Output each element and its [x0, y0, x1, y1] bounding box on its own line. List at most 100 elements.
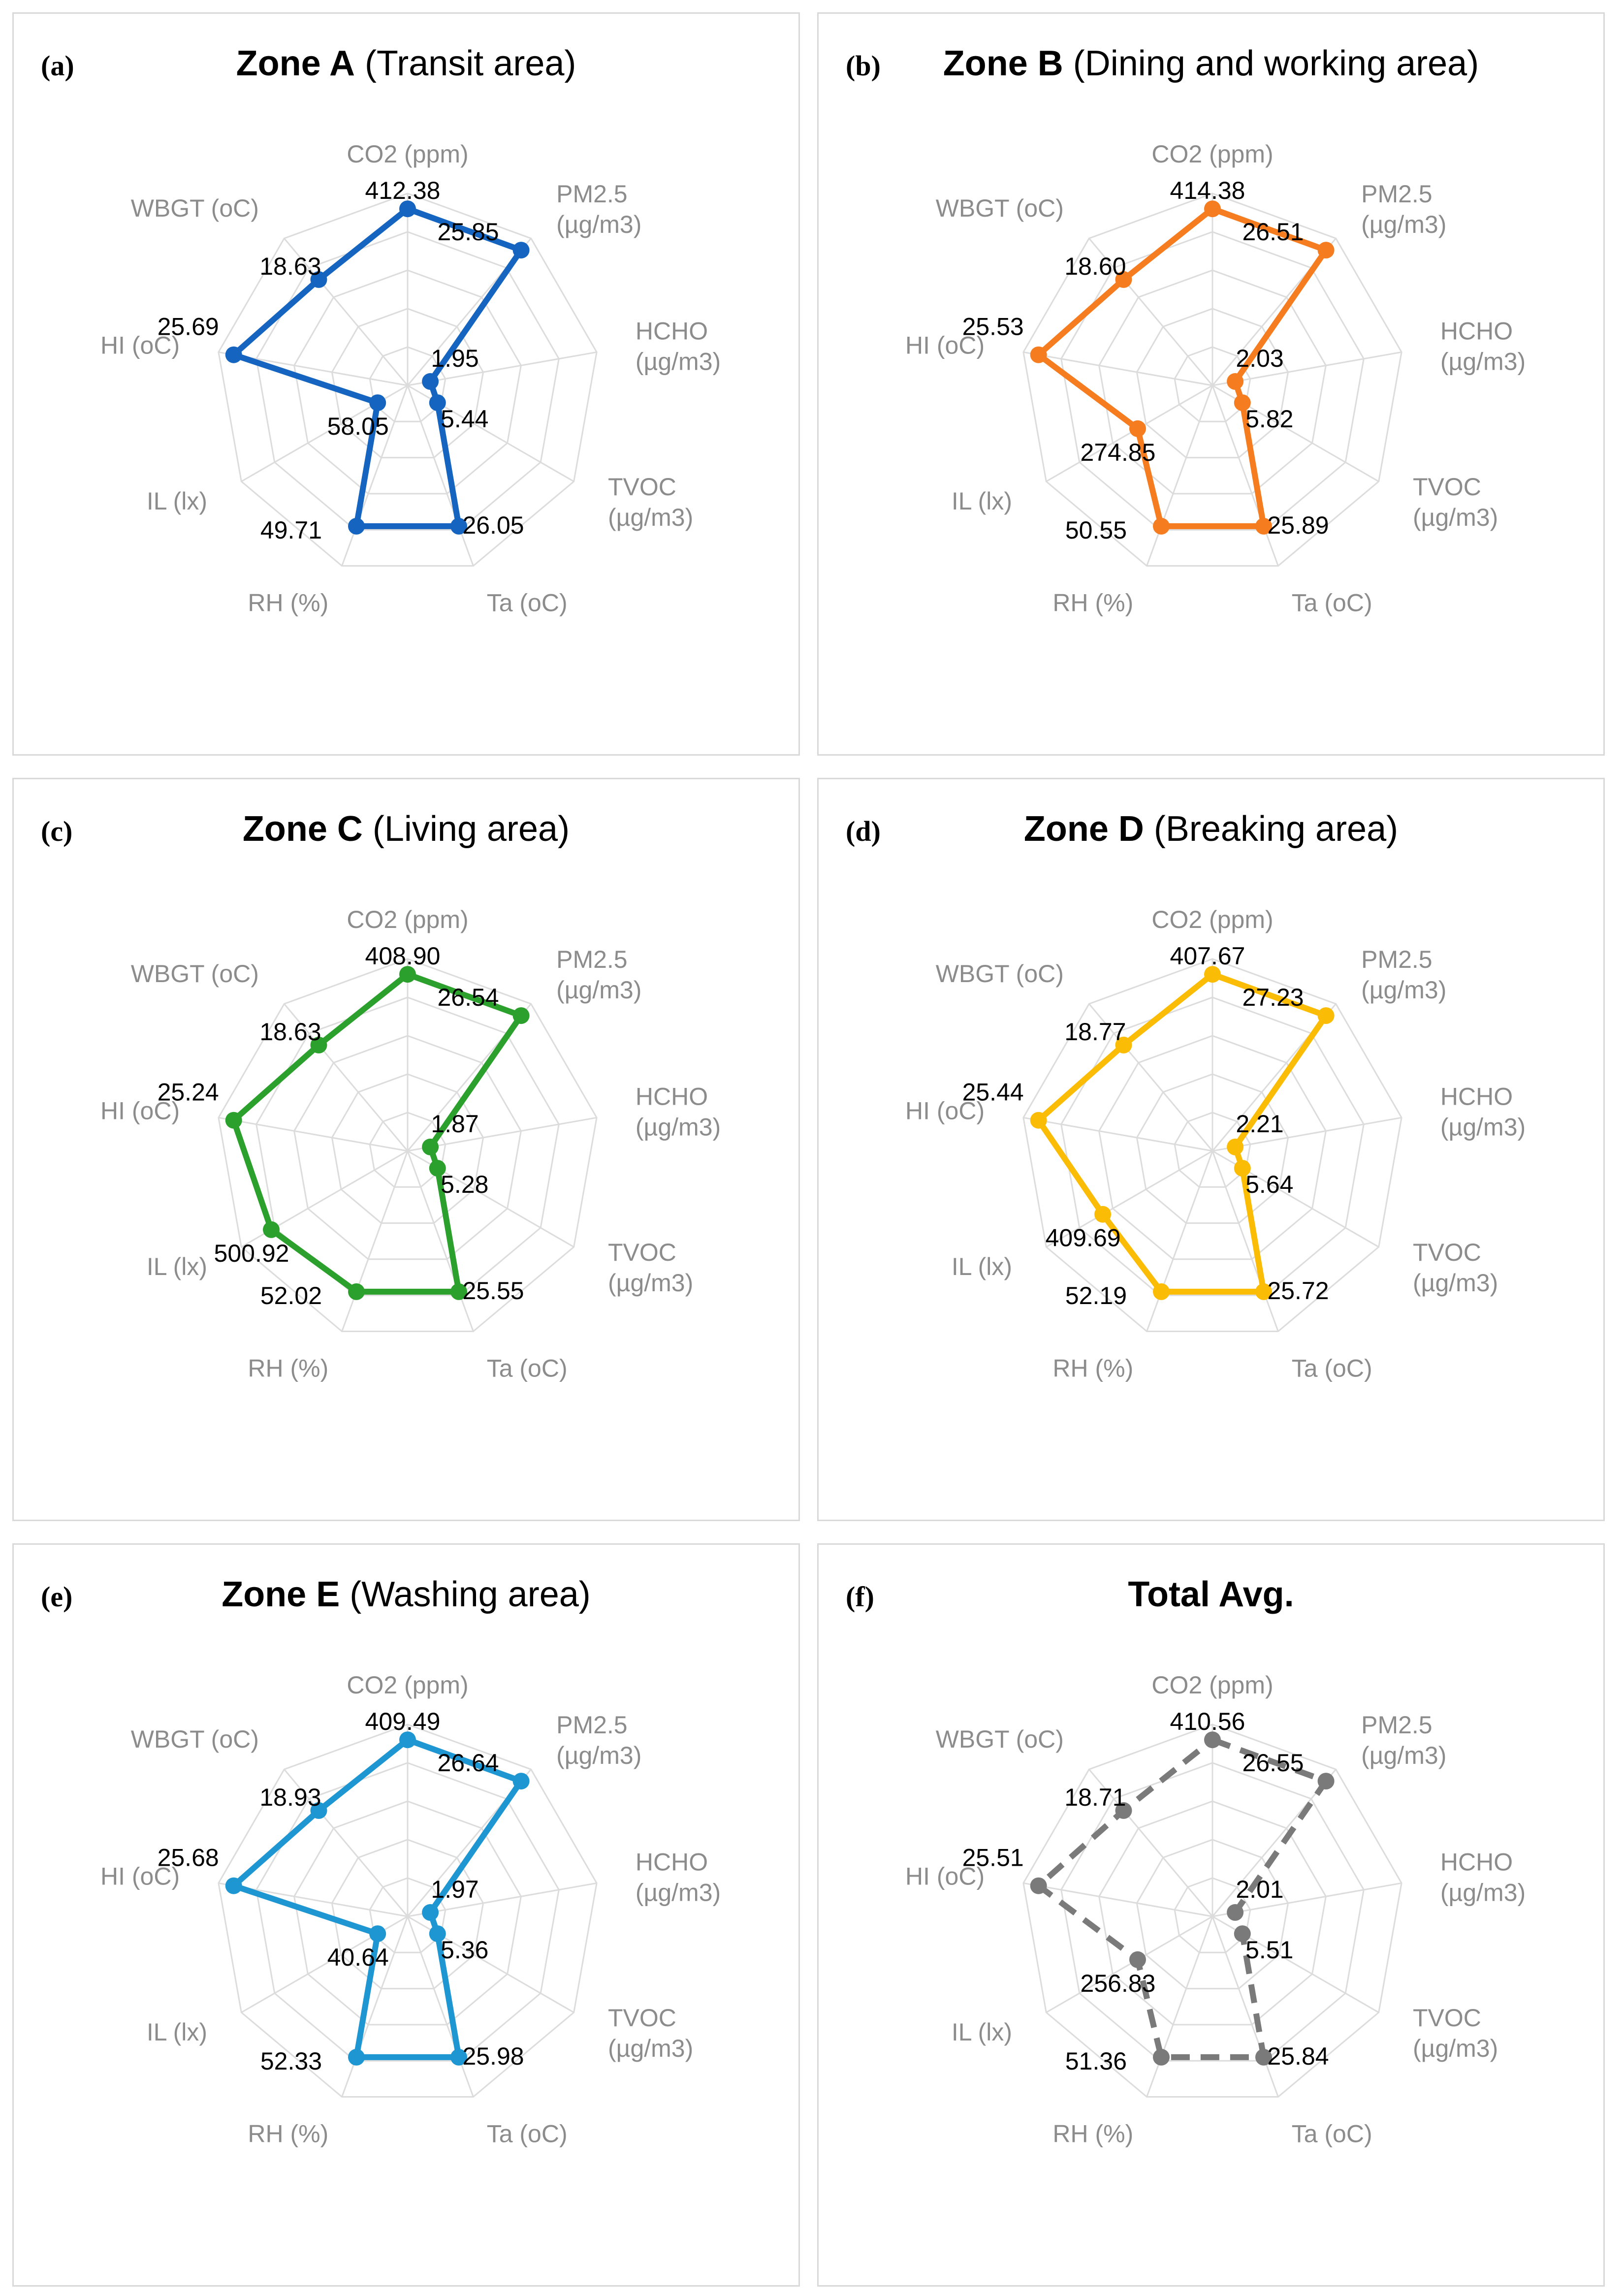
- axis-label: RH (%): [1052, 2120, 1133, 2148]
- axis-label: TVOC (µg/m3): [1413, 473, 1498, 531]
- grid-spoke: [284, 1003, 409, 1151]
- axis-label: WBGT (oC): [936, 960, 1064, 988]
- axis-label: HI (oC): [100, 1097, 180, 1124]
- data-point: [1317, 1773, 1335, 1790]
- data-point: [399, 966, 416, 983]
- data-label: 58.05: [327, 413, 389, 440]
- data-label: 25.44: [962, 1079, 1024, 1106]
- axis-label: Ta (oC): [1292, 1355, 1372, 1382]
- data-label: 18.93: [259, 1784, 321, 1811]
- data-label: 26.51: [1242, 218, 1304, 246]
- data-label: 1.97: [431, 1876, 478, 1903]
- axis-label: Ta (oC): [487, 1355, 568, 1382]
- data-label: 52.02: [260, 1282, 322, 1309]
- grid-ring: [1060, 1762, 1365, 2062]
- data-point: [422, 373, 439, 390]
- data-label: 500.92: [214, 1240, 289, 1267]
- chart-title-bold: Zone E: [222, 1575, 340, 1614]
- radar-grid: [218, 1723, 598, 2098]
- axis-label: IL (lx): [952, 487, 1012, 515]
- grid-spoke: [1146, 1916, 1213, 2098]
- axis-label: IL (lx): [147, 2018, 207, 2046]
- grid-spoke: [1212, 1882, 1402, 1917]
- data-point: [450, 2048, 467, 2066]
- grid-spoke: [407, 1882, 597, 1917]
- grid-spoke: [1212, 1116, 1402, 1152]
- grid-spoke: [1212, 351, 1402, 386]
- axis-label: RH (%): [248, 589, 328, 617]
- data-label: 25.69: [158, 313, 219, 341]
- panel-label: (f): [846, 1581, 874, 1613]
- data-point: [1129, 1951, 1146, 1968]
- data-label: 25.85: [437, 218, 499, 246]
- chart-title-bold: Total Avg.: [1128, 1575, 1294, 1614]
- data-label: 5.64: [1245, 1171, 1293, 1198]
- axis-label: IL (lx): [952, 1253, 1012, 1280]
- data-point: [422, 1904, 439, 1921]
- data-label: 18.77: [1064, 1018, 1126, 1046]
- series-line: [230, 206, 524, 529]
- chart-title-rest: (Washing area): [340, 1575, 591, 1614]
- grid-spoke: [407, 385, 474, 567]
- axis-label: Ta (oC): [1292, 589, 1372, 617]
- grid-ring: [1098, 1800, 1327, 2026]
- data-point: [512, 1773, 530, 1790]
- axis-label: RH (%): [248, 1355, 328, 1382]
- axis-label: HI (oC): [905, 1097, 985, 1124]
- axis-label: CO2 (ppm): [1151, 140, 1273, 168]
- grid-spoke: [1211, 385, 1279, 567]
- data-point: [429, 394, 446, 412]
- data-label: 5.28: [441, 1171, 488, 1198]
- grid-ring: [293, 269, 522, 495]
- panel-label: (a): [41, 50, 74, 82]
- data-label: 2.21: [1236, 1110, 1283, 1138]
- panel-label: (c): [41, 815, 73, 847]
- grid-ring: [1098, 269, 1327, 495]
- radar-chart: CO2 (ppm) PM2.5 (µg/m3) HCHO (µg/m3) TVOC (µg/…: [905, 906, 1526, 1382]
- axis-label: PM2.5 (µg/m3): [1361, 1711, 1446, 1769]
- chart-title: Total Avg.: [819, 1574, 1603, 1615]
- data-label: 25.72: [1267, 1277, 1329, 1305]
- axis-label: RH (%): [1052, 589, 1133, 617]
- chart-title-rest: (Breaking area): [1144, 809, 1399, 849]
- data-label: 414.38: [1170, 177, 1245, 204]
- data-label: 5.51: [1245, 1936, 1293, 1964]
- axis-label: TVOC (µg/m3): [1413, 2004, 1498, 2062]
- radar-grid: [218, 192, 598, 567]
- axis-label: TVOC (µg/m3): [608, 473, 693, 531]
- grid-ring: [1022, 192, 1402, 567]
- data-label: 52.19: [1065, 1282, 1127, 1309]
- grid-spoke: [1088, 238, 1213, 386]
- axis-label: HI (oC): [905, 331, 985, 359]
- axis-label: HCHO (µg/m3): [1440, 317, 1526, 375]
- grid-ring: [1098, 1035, 1327, 1260]
- radar-grid: [218, 958, 598, 1332]
- grid-spoke: [1023, 351, 1213, 386]
- panel-e: (e) Zone E (Washing area) CO2 (ppm) PM2.5…: [12, 1543, 800, 2287]
- data-label: 407.67: [1170, 942, 1245, 970]
- radar-chart: CO2 (ppm) PM2.5 (µg/m3) HCHO (µg/m3) TVOC (µg/…: [905, 140, 1526, 617]
- axis-label: Ta (oC): [487, 589, 568, 617]
- grid-ring: [218, 192, 598, 567]
- data-point: [1227, 373, 1244, 390]
- data-point: [1153, 1283, 1170, 1300]
- data-point: [1153, 517, 1170, 535]
- data-label: 26.55: [1242, 1749, 1304, 1777]
- axis-label: PM2.5 (µg/m3): [556, 180, 641, 238]
- panel-d: (d) Zone D (Breaking area) CO2 (ppm) PM2.…: [817, 778, 1605, 1521]
- data-point: [512, 1007, 530, 1024]
- data-point: [369, 394, 386, 412]
- data-point: [310, 1036, 327, 1053]
- data-label: 27.23: [1242, 984, 1304, 1011]
- data-label: 25.89: [1267, 511, 1329, 539]
- data-label: 25.24: [158, 1079, 219, 1106]
- panel-label: (d): [846, 815, 881, 847]
- axis-label: WBGT (oC): [131, 194, 259, 222]
- data-point: [399, 1731, 416, 1749]
- data-point: [348, 517, 365, 535]
- data-label: 2.03: [1236, 345, 1283, 372]
- data-label: 408.90: [365, 942, 441, 970]
- data-point: [348, 1283, 365, 1300]
- data-label: 5.82: [1245, 405, 1293, 433]
- radar-grid: [1022, 1723, 1402, 2098]
